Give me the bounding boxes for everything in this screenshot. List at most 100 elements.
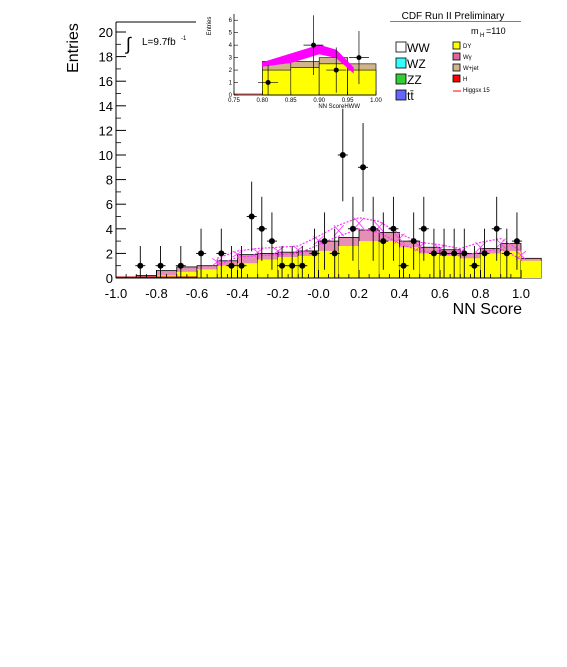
x-tick-label: -0.8 [145, 286, 167, 301]
signal-hatch [515, 250, 527, 260]
y-tick-label: 6 [106, 197, 113, 212]
data-point [248, 213, 255, 220]
bar-dy [440, 255, 461, 278]
y-tick-label: 14 [99, 99, 113, 114]
data-point [299, 262, 306, 269]
y-axis-label: Entries [65, 23, 82, 73]
x-tick-label: 0.4 [390, 286, 408, 301]
y-tick-label: 4 [106, 222, 113, 237]
bar-dy [399, 247, 420, 278]
x-tick-label: 0.8 [471, 286, 489, 301]
data-point [228, 262, 235, 269]
inset-x-tick-label: 0.95 [342, 98, 354, 104]
background-stack-bars [135, 229, 542, 279]
data-point [198, 250, 205, 257]
data-point [360, 164, 367, 171]
x-tick-label: -0.6 [186, 286, 208, 301]
signal-hatch [232, 250, 243, 258]
legend-swatch [395, 41, 407, 53]
y-tick-label: 16 [99, 74, 113, 89]
bar-dy [217, 265, 238, 278]
signal-hatch [333, 224, 345, 237]
mass-subscript: H [480, 33, 484, 39]
x-tick-label: 0.6 [431, 286, 449, 301]
bar-dy [197, 269, 218, 278]
inset-bars [262, 57, 377, 96]
inset-y-tick-label: 3 [229, 56, 233, 62]
bar-dy [500, 250, 521, 278]
bar-dy [359, 241, 380, 278]
inset-data-point [265, 80, 271, 86]
data-point [289, 262, 296, 269]
x-tick-label: -1.0 [105, 286, 127, 301]
bar-dy [278, 257, 299, 278]
x-tick-label: 1.0 [512, 286, 530, 301]
legend-background [390, 22, 521, 104]
data-point [218, 250, 225, 257]
data-point [331, 250, 338, 257]
data-point [481, 250, 488, 257]
inset-x-ticks: 0.75 0.80 0.85 0.90 0.95 1.00 [228, 91, 382, 104]
data-point [441, 250, 448, 257]
bar-dy [257, 259, 278, 278]
data-point [177, 262, 184, 269]
signal-hatch [353, 217, 365, 230]
data-point [238, 262, 245, 269]
inset-data-point [311, 42, 317, 48]
data-point [258, 225, 265, 232]
inset-y-tick-label: 6 [229, 18, 233, 24]
data-point [390, 225, 397, 232]
mass-value: =110 [486, 26, 506, 36]
legend-label: tt̄ [407, 89, 414, 103]
data-point [321, 238, 328, 245]
x-tick-label: -0.4 [226, 286, 248, 301]
legend-label: DY [463, 44, 471, 50]
data-point [370, 225, 377, 232]
inset-y-tick-label: 0 [229, 93, 233, 99]
signal-hatch [313, 235, 324, 246]
data-point [279, 262, 286, 269]
legend-label: WW [407, 41, 430, 55]
data-point [137, 262, 144, 269]
data-point [420, 225, 427, 232]
bar-dy [298, 255, 319, 278]
bar-dy [419, 253, 440, 278]
x-tick-label: -0.0 [307, 286, 329, 301]
inset-y-tick-label: 1 [229, 81, 233, 87]
x-axis-label: NN Score [453, 301, 522, 318]
signal-hatch [495, 238, 507, 249]
data-point [268, 238, 275, 245]
bar-dy [521, 260, 542, 278]
data-point [410, 238, 417, 245]
legend-swatch [452, 63, 461, 72]
inset-x-label: NN ScoreHWW [318, 104, 360, 110]
x-tick-label: 0.2 [350, 286, 368, 301]
legend-swatch [452, 52, 461, 61]
legend-items: WW DY WZ Wγ ZZ W+jet tt̄ H Higgsx 15 [395, 41, 490, 103]
data-point [157, 262, 164, 269]
y-tick-label: 8 [106, 173, 113, 188]
data-point [451, 250, 458, 257]
luminosity-label: L=9.7fb [142, 37, 176, 48]
legend-swatch [395, 57, 407, 69]
inset-x-tick-label: 0.90 [313, 98, 325, 104]
chart-title: CDF Run II Preliminary [402, 11, 505, 22]
x-axis-ticks: -1.0 -0.8 -0.6 -0.4 -0.2 -0.0 0.2 0.4 0.6 0.8 1.0 [105, 270, 530, 301]
inset-plot: 0.75 0.80 0.85 0.90 0.95 1.00 0 1 2 3 4 5 6 NN Scor… [207, 14, 382, 110]
inset-bar-dy [318, 63, 348, 96]
inset-y-label: Entries [207, 17, 213, 36]
data-point [430, 250, 437, 257]
data-point [400, 262, 407, 269]
y-tick-label: 2 [106, 246, 113, 261]
data-points [135, 108, 522, 278]
signal-hatch [373, 221, 385, 233]
inset-x-tick-label: 0.85 [285, 98, 297, 104]
luminosity-exponent: -1 [181, 36, 187, 42]
inset-y-tick-label: 5 [229, 31, 233, 37]
signal-hatch [414, 242, 426, 252]
y-tick-label: 12 [99, 123, 113, 138]
y-tick-label: 0 [106, 271, 113, 286]
legend-label: Higgsx 15 [463, 88, 490, 94]
data-point [493, 225, 500, 232]
